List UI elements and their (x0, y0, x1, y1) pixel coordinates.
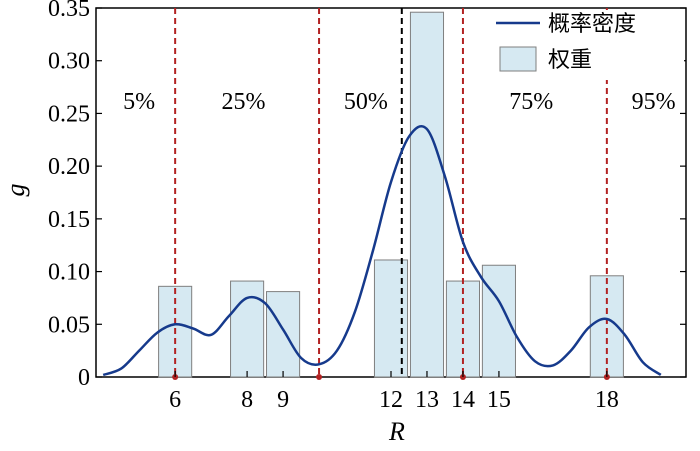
bar-9 (266, 291, 301, 378)
x-tick-label: 15 (487, 387, 511, 413)
y-tick-label: 0.15 (48, 207, 90, 233)
y-tick-label: 0.10 (48, 260, 90, 286)
y-tick-label: 0.30 (48, 49, 90, 75)
percentile-label: 50% (344, 89, 388, 115)
x-tick-label: 14 (451, 387, 475, 413)
x-axis-title: R (388, 417, 405, 446)
bar-15 (481, 264, 516, 378)
percentile-label: 75% (509, 89, 553, 115)
y-tick-label: 0.25 (48, 101, 90, 127)
x-axis-ticks: 6 8 9 12 13 14 15 18 (169, 371, 619, 413)
y-tick-label: 0.20 (48, 154, 90, 180)
x-tick-label: 6 (169, 387, 181, 413)
bar-13 (409, 11, 445, 378)
bar-8 (230, 280, 265, 378)
legend-label-weight: 权重 (548, 48, 592, 73)
y-tick-label: 0.35 (48, 0, 90, 22)
x-tick-label: 18 (595, 387, 619, 413)
percentile-label: 25% (222, 89, 266, 115)
legend-bar-swatch (499, 46, 537, 72)
percentile-label: 5% (123, 89, 155, 115)
y-axis-title: g (1, 184, 30, 197)
density-curve (102, 125, 662, 377)
legend: 概率密度 权重 (486, 10, 684, 80)
density-curve-group (102, 125, 662, 377)
x-tick-label: 12 (379, 387, 403, 413)
x-tick-label: 8 (241, 387, 253, 413)
y-tick-label: 0.05 (48, 312, 90, 338)
x-tick-label: 9 (277, 387, 289, 413)
y-tick-label: 0 (78, 365, 90, 391)
percentile-label: 95% (632, 89, 676, 115)
percentile-labels: 5% 25% 50% 75% 95% (123, 89, 675, 115)
y-axis-ticks: 0 0.05 0.10 0.15 0.20 0.25 0.30 0.35 (48, 0, 686, 391)
percentile-marker-25pct (316, 374, 323, 380)
legend-label-density: 概率密度 (548, 12, 636, 37)
x-tick-label: 13 (415, 387, 439, 413)
